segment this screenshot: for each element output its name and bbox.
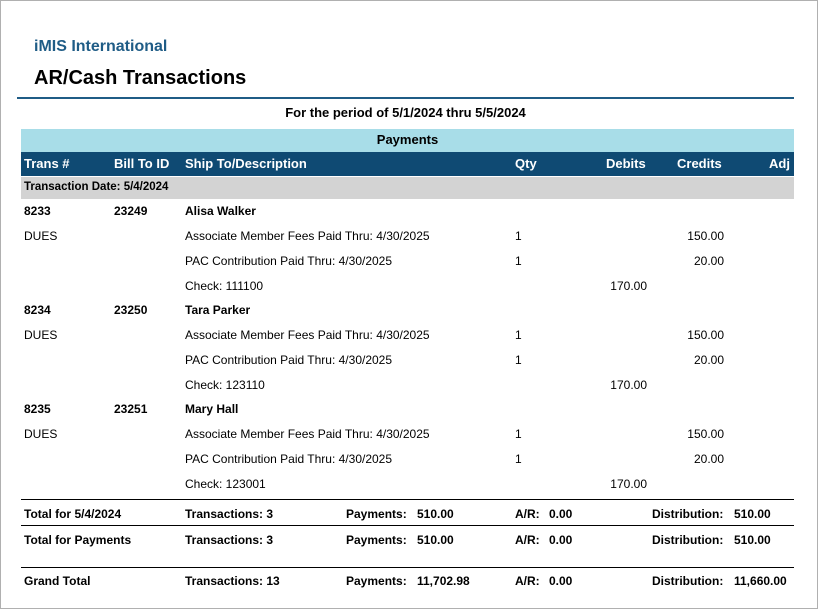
trans-number: 8233	[24, 204, 51, 218]
line-qty: 1	[515, 229, 522, 243]
line-debit: 170.00	[610, 477, 647, 491]
line-description: Check: 123001	[185, 477, 266, 491]
ship-to-name: Tara Parker	[185, 303, 251, 317]
grand-total-distribution-label: Distribution:	[652, 574, 724, 588]
column-header-qty: Qty	[515, 156, 537, 171]
organization-name: iMIS International	[34, 38, 168, 55]
total-distribution-label: Distribution:	[652, 507, 724, 521]
line-debit: 170.00	[610, 378, 647, 392]
total-distribution-value: 510.00	[734, 507, 771, 521]
total-transactions: Transactions: 3	[185, 533, 274, 547]
grand-total-ar-value: 0.00	[549, 574, 573, 588]
grand-total-payments-label: Payments:	[346, 574, 407, 588]
transaction-date-group: Transaction Date: 5/4/2024	[21, 177, 794, 199]
trans-number: 8235	[24, 402, 51, 416]
report-period: For the period of 5/1/2024 thru 5/5/2024	[285, 105, 526, 120]
line-qty: 1	[515, 452, 522, 466]
report-title: AR/Cash Transactions	[34, 67, 247, 89]
line-credit: 150.00	[687, 328, 724, 342]
column-header-credits: Credits	[677, 156, 722, 171]
total-payments-label: Payments:	[346, 507, 407, 521]
bill-to-id: 23250	[114, 303, 148, 317]
grand-total-payments-value: 11,702.98	[417, 574, 470, 588]
section-header-payments: Payments	[21, 129, 794, 152]
total-payments-label: Payments:	[346, 533, 407, 547]
column-header-adj: Adj	[769, 156, 790, 171]
bill-to-id: 23249	[114, 204, 148, 218]
totals-divider	[21, 499, 794, 500]
line-credit: 20.00	[693, 353, 724, 367]
line-qty: 1	[515, 353, 522, 367]
total-payments-value: 510.00	[417, 507, 454, 521]
bill-to-id: 23251	[114, 402, 148, 416]
line-credit: 20.00	[693, 452, 724, 466]
line-qty: 1	[515, 254, 522, 268]
line-description: Check: 111100	[185, 279, 264, 293]
trans-type: DUES	[24, 328, 58, 342]
line-description: Associate Member Fees Paid Thru: 4/30/20…	[185, 427, 430, 441]
total-ar-label: A/R:	[515, 533, 540, 547]
line-description: Check: 123110	[185, 378, 265, 392]
total-ar-value: 0.00	[549, 507, 573, 521]
line-description: PAC Contribution Paid Thru: 4/30/2025	[185, 452, 393, 466]
trans-number: 8234	[24, 303, 51, 317]
total-ar-label: A/R:	[515, 507, 540, 521]
column-header-shipto: Ship To/Description	[185, 156, 307, 171]
title-divider	[17, 97, 794, 99]
grand-total-distribution-value: 11,660.00	[734, 574, 787, 588]
ship-to-name: Mary Hall	[185, 402, 239, 416]
line-description: PAC Contribution Paid Thru: 4/30/2025	[185, 254, 393, 268]
total-payments-value: 510.00	[417, 533, 454, 547]
line-debit: 170.00	[610, 279, 647, 293]
trans-type: DUES	[24, 427, 58, 441]
grand-total-transactions: Transactions: 13	[185, 574, 280, 588]
line-credit: 20.00	[693, 254, 724, 268]
line-credit: 150.00	[687, 229, 724, 243]
total-distribution-value: 510.00	[734, 533, 771, 547]
column-header-debits: Debits	[606, 156, 646, 171]
line-description: Associate Member Fees Paid Thru: 4/30/20…	[185, 328, 430, 342]
trans-type: DUES	[24, 229, 58, 243]
ship-to-name: Alisa Walker	[185, 204, 256, 218]
line-description: Associate Member Fees Paid Thru: 4/30/20…	[185, 229, 430, 243]
line-description: PAC Contribution Paid Thru: 4/30/2025	[185, 353, 393, 367]
column-header-billto: Bill To ID	[114, 156, 170, 171]
total-transactions: Transactions: 3	[185, 507, 274, 521]
total-label: Total for Payments	[24, 533, 132, 547]
line-qty: 1	[515, 328, 522, 342]
line-credit: 150.00	[687, 427, 724, 441]
totals-divider	[21, 525, 794, 526]
total-label: Total for 5/4/2024	[24, 507, 122, 521]
total-distribution-label: Distribution:	[652, 533, 724, 547]
grand-total-label: Grand Total	[24, 574, 91, 588]
grand-total-ar-label: A/R:	[515, 574, 540, 588]
column-header-row: Trans # Bill To ID Ship To/Description Q…	[21, 152, 794, 176]
line-qty: 1	[515, 427, 522, 441]
column-header-trans: Trans #	[24, 156, 70, 171]
grand-total-divider	[21, 567, 794, 568]
total-ar-value: 0.00	[549, 533, 573, 547]
transaction-date-label: Transaction Date: 5/4/2024	[24, 181, 169, 193]
